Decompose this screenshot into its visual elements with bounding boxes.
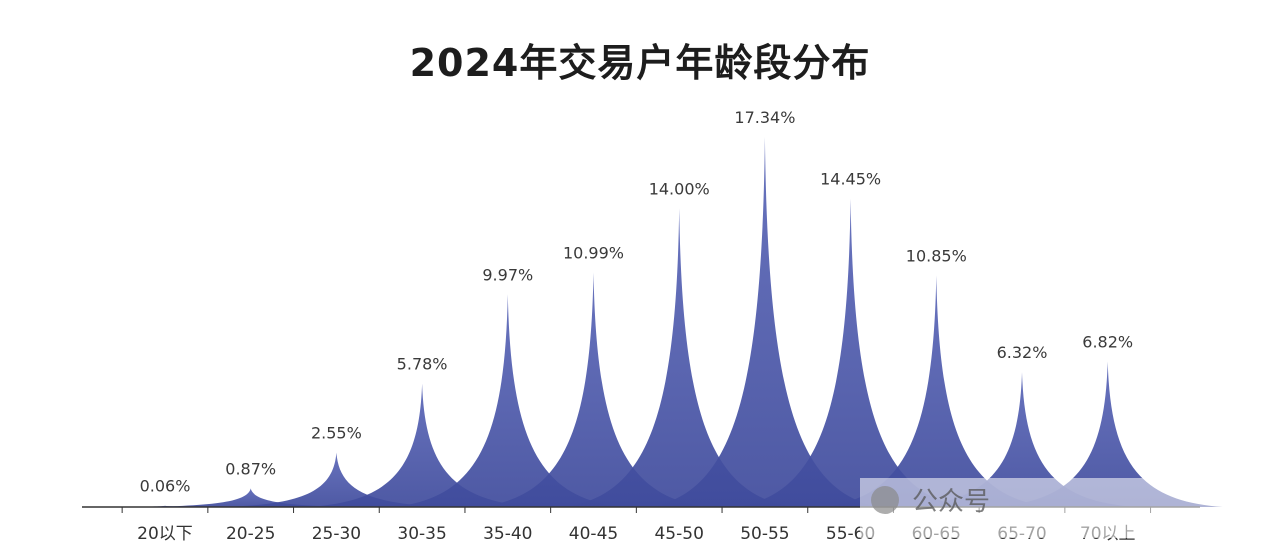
x-tick-label: 50-55 [740,524,789,544]
value-label: 6.32% [997,343,1048,362]
peak-60-65 [821,275,1052,507]
value-label: 14.00% [649,179,710,198]
watermark: 公众号 [860,478,1260,538]
peak-55-60 [735,198,966,507]
value-label: 10.85% [906,246,967,265]
value-labels-group: 0.06% 0.87% 2.55% 5.78% 9.97% 10.99% 14.00% 17.… [140,108,1134,496]
value-label: 14.45% [820,170,881,189]
peak-25-30 [221,452,452,507]
peak-20-25 [135,488,366,507]
x-tick-label: 30-35 [397,524,446,544]
value-label: 2.55% [311,424,362,443]
peak-70以上 [992,361,1223,507]
value-label: 0.87% [225,459,276,478]
peak-40-45 [478,272,709,507]
peaks-group [50,137,1223,507]
peak-65-70 [907,372,1137,507]
value-label: 6.82% [1082,332,1133,351]
x-tick-label: 20以下 [137,524,193,544]
x-tick-label: 35-40 [483,524,532,544]
x-tick-label: 25-30 [312,524,361,544]
value-label: 17.34% [734,108,795,127]
peak-30-35 [307,383,538,507]
watermark-text: 公众号 [912,487,990,517]
peak-35-40 [392,294,623,507]
value-label: 10.99% [563,243,624,262]
wechat-icon [871,486,899,514]
value-label: 0.06% [140,477,191,496]
x-tick-label: 45-50 [654,524,703,544]
x-tick-label: 40-45 [569,524,618,544]
x-tick-label: 20-25 [226,524,275,544]
peak-45-50 [564,208,795,507]
value-label: 5.78% [397,355,448,374]
chart-title: 2024年交易户年龄段分布 [409,41,871,85]
value-label: 9.97% [482,265,533,284]
peak-50-55 [649,137,880,507]
